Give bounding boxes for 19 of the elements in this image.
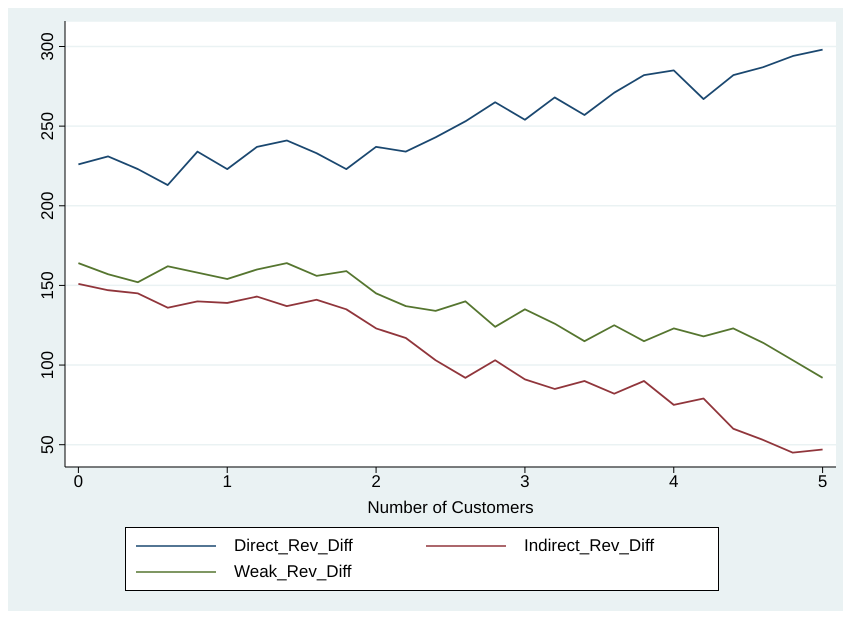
- x-tick-label: 2: [371, 472, 381, 492]
- y-tick-label: 50: [38, 435, 57, 454]
- y-tick-label: 250: [38, 112, 57, 140]
- y-tick-label: 100: [38, 350, 57, 380]
- x-tick-label: 0: [74, 472, 84, 492]
- x-tick-label: 1: [222, 472, 232, 492]
- x-tick-label: 3: [520, 472, 530, 492]
- x-axis-title: Number of Customers: [367, 498, 534, 517]
- legend-label: Weak_Rev_Diff: [234, 562, 352, 582]
- line-series: [77, 48, 824, 186]
- x-tick-label: 5: [818, 472, 828, 492]
- y-tick-label: 150: [38, 271, 57, 300]
- y-tick-label: 300: [38, 32, 57, 61]
- legend-label: Direct_Rev_Diff: [234, 536, 353, 556]
- line-series: [77, 282, 824, 454]
- legend-label: Indirect_Rev_Diff: [524, 536, 654, 556]
- y-tick-label: 200: [38, 192, 57, 220]
- line-series: [77, 262, 824, 379]
- x-tick-label: 4: [669, 472, 678, 492]
